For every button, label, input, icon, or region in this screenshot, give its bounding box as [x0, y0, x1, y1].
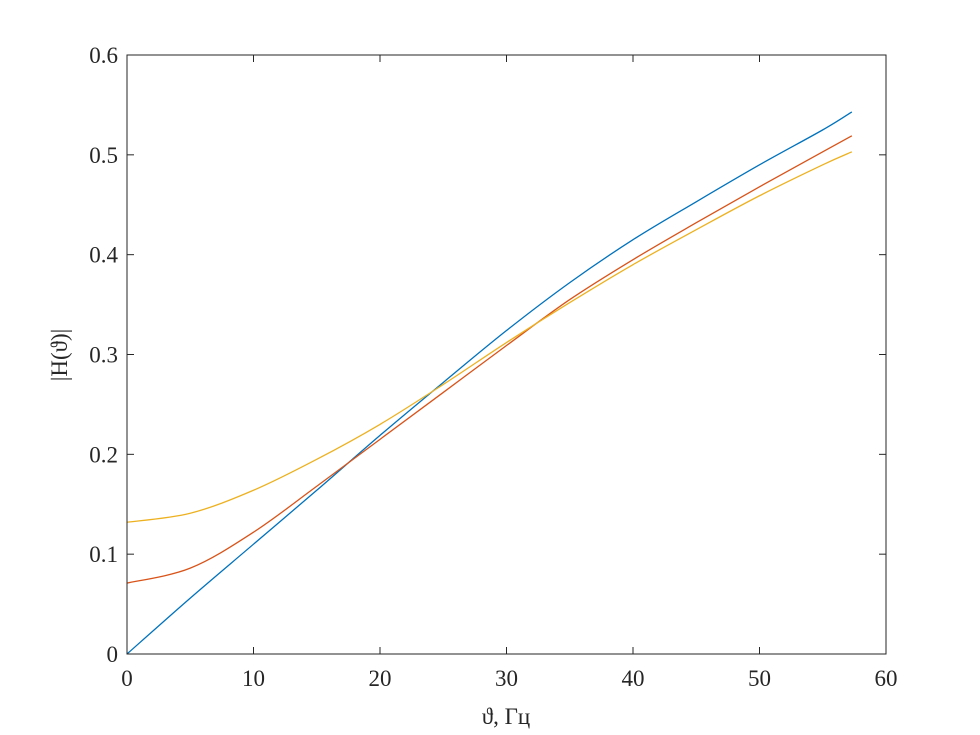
x-tick-label: 40 [622, 666, 645, 691]
series-line-2 [126, 135, 853, 584]
x-tick-label: 50 [748, 666, 771, 691]
series-line-1 [126, 111, 853, 655]
x-tick-label: 0 [121, 666, 133, 691]
y-tick-label: 0.6 [89, 43, 118, 68]
y-tick-label: 0.5 [89, 143, 118, 168]
x-tick-label: 10 [242, 666, 265, 691]
x-axis-label: ϑ, Гц [482, 704, 531, 729]
x-tick-label: 30 [495, 666, 518, 691]
series-layer [126, 111, 853, 655]
y-tick-label: 0.2 [89, 442, 118, 467]
x-tick-label: 60 [875, 666, 898, 691]
y-tick-label: 0.1 [89, 542, 118, 567]
y-axis-label: |H(ϑ)| [47, 329, 72, 382]
series-line-3 [126, 151, 853, 523]
y-tick-label: 0 [107, 642, 119, 667]
y-tick-label: 0.4 [89, 243, 118, 268]
x-tick-label: 20 [369, 666, 392, 691]
y-tick-label: 0.3 [89, 343, 118, 368]
plot-box [126, 54, 887, 655]
tick-layer: 0 10 20 30 40 50 60 0 0.1 0.2 0.3 0.4 0.5 0.6 [89, 43, 897, 691]
